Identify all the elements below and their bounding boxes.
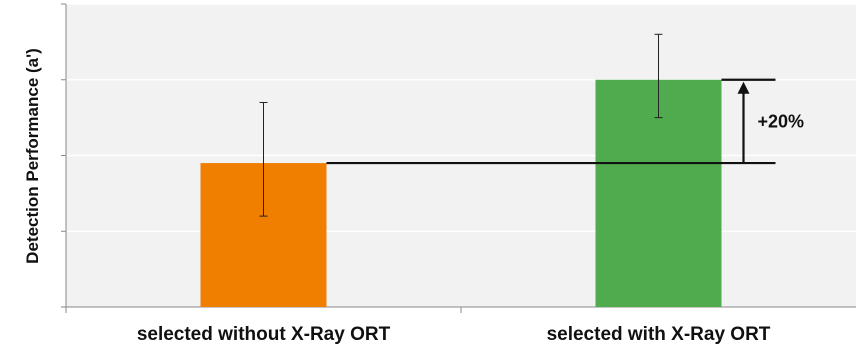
annotation-label: +20% [758,111,805,131]
x-tick-label: selected with X-Ray ORT [547,324,771,345]
annotation: +20% [326,78,805,165]
x-tick-label: selected without X-Ray ORT [137,324,391,345]
y-axis-label: Detection Performance (a') [23,48,42,264]
increase-arrow-head [737,81,750,94]
axes [61,3,856,313]
error-bars [259,33,663,217]
x-axis-labels: selected without X-Ray ORT selected with … [137,324,771,345]
